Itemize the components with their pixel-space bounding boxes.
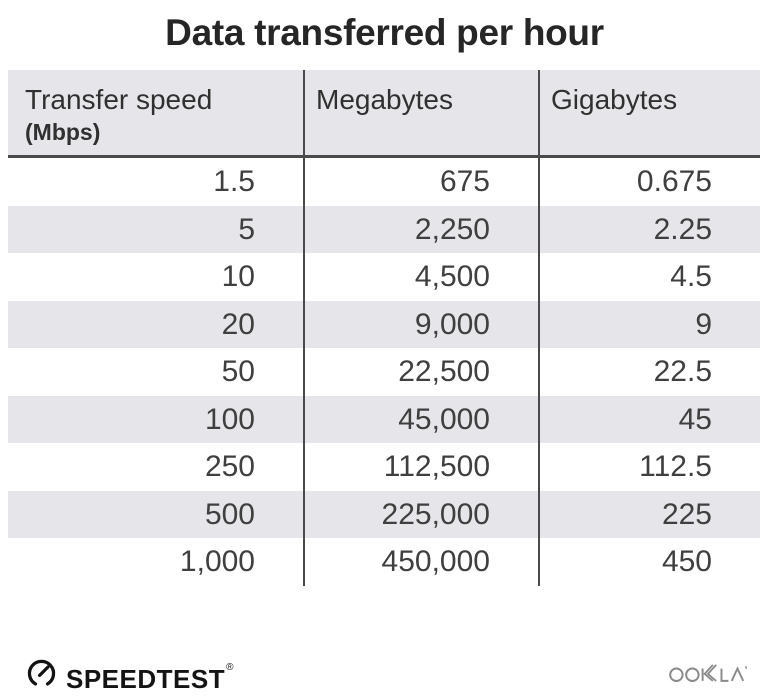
table-row: 1.5 675 0.675: [8, 158, 760, 206]
cell-transfer-speed: 100: [204, 402, 255, 436]
cell-megabytes: 22,500: [303, 348, 538, 396]
speedtest-wordmark: SPEEDTEST®: [66, 651, 234, 696]
cell-megabytes: 9,000: [303, 300, 538, 348]
transfer-speed-label: Transfer speed: [25, 84, 213, 115]
data-table: Transfer speed (Mbps) Megabytes Gigabyte…: [8, 70, 760, 586]
megabytes-label: Megabytes: [316, 84, 453, 115]
table-row: 10 4,500 4.5: [8, 253, 760, 301]
gigabytes-label: Gigabytes: [551, 84, 678, 115]
table-header-row: Transfer speed (Mbps) Megabytes Gigabyte…: [8, 70, 760, 158]
cell-megabytes: 45,000: [303, 395, 538, 443]
cell-transfer-speed: 1.5: [213, 165, 255, 198]
speedtest-wordmark-text: SPEEDTEST: [66, 663, 226, 694]
ookla-wordmark-icon: [669, 664, 748, 682]
table-row: 1,000 450,000 450: [8, 538, 760, 586]
cell-transfer-speed: 20: [221, 307, 255, 341]
cell-transfer-speed: 5: [238, 212, 255, 246]
cell-gigabytes: 45: [538, 395, 760, 443]
cell-gigabytes: 225: [538, 490, 760, 538]
cell-gigabytes: 112.5: [538, 443, 760, 491]
cell-transfer-speed: 50: [221, 355, 255, 388]
chart-title: Data transferred per hour: [165, 12, 604, 53]
header-cell-transfer-speed: Transfer speed (Mbps): [8, 70, 303, 155]
ookla-logo: [669, 660, 751, 692]
cell-gigabytes: 450: [538, 538, 760, 586]
header-cell-megabytes: Megabytes: [303, 70, 538, 155]
table-row: 20 9,000 9: [8, 300, 760, 348]
cell-megabytes: 450,000: [303, 538, 538, 586]
cell-transfer-speed: 10: [221, 260, 255, 293]
table-row: 5 2,250 2.25: [8, 205, 760, 253]
cell-transfer-speed: 1,000: [179, 545, 255, 578]
cell-megabytes: 112,500: [303, 443, 538, 491]
cell-megabytes: 2,250: [303, 205, 538, 253]
cell-gigabytes: 2.25: [538, 205, 760, 253]
speedtest-logo: SPEEDTEST®: [26, 656, 234, 694]
mbps-unit-label: (Mbps): [25, 119, 101, 145]
table-row: 250 112,500 112.5: [8, 443, 760, 491]
speedometer-gauge-icon: [27, 659, 56, 686]
table-row: 500 225,000 225: [8, 490, 760, 538]
registered-trademark-mark: ®: [226, 661, 234, 673]
cell-transfer-speed: 250: [204, 450, 255, 483]
cell-gigabytes: 9: [538, 300, 760, 348]
table-row: 100 45,000 45: [8, 395, 760, 443]
cell-transfer-speed: 500: [204, 497, 255, 531]
header-cell-gigabytes: Gigabytes: [538, 70, 760, 155]
table-body: 1.5 675 0.675 5 2,250 2.25 10 4,500 4.5 20 9,000 9 5…: [8, 158, 760, 586]
cell-megabytes: 4,500: [303, 253, 538, 301]
cell-gigabytes: 22.5: [538, 348, 760, 396]
cell-gigabytes: 0.675: [538, 158, 760, 206]
cell-megabytes: 675: [303, 158, 538, 206]
cell-megabytes: 225,000: [303, 490, 538, 538]
table-row: 50 22,500 22.5: [8, 348, 760, 396]
cell-gigabytes: 4.5: [538, 253, 760, 301]
